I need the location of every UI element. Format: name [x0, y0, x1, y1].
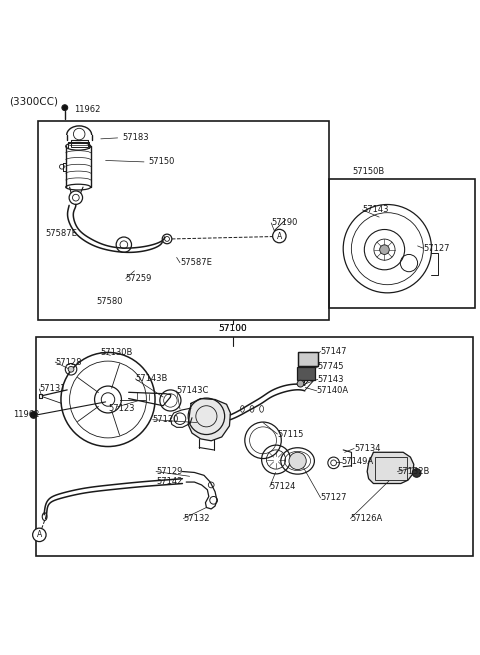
Text: 57190: 57190: [271, 218, 298, 227]
Text: 57143C: 57143C: [177, 386, 209, 396]
Bar: [297, 367, 315, 381]
Bar: [329, 179, 475, 309]
Text: 57150: 57150: [149, 157, 175, 166]
Text: 57115: 57115: [277, 430, 304, 439]
Text: 57130B: 57130B: [101, 348, 133, 357]
Text: A: A: [37, 531, 42, 539]
Polygon shape: [188, 398, 230, 441]
Text: 57140A: 57140A: [317, 386, 349, 396]
Text: 57120: 57120: [153, 415, 179, 424]
Text: 57143: 57143: [318, 375, 344, 384]
Text: 57127: 57127: [321, 493, 347, 502]
Text: (3300CC): (3300CC): [10, 97, 59, 107]
Text: 57129: 57129: [156, 467, 182, 476]
Text: 57259: 57259: [126, 274, 152, 283]
Text: 57587E: 57587E: [46, 229, 77, 238]
Text: 57126A: 57126A: [350, 514, 383, 523]
Text: 57147: 57147: [321, 347, 347, 356]
Text: 57580: 57580: [96, 297, 122, 306]
Circle shape: [412, 468, 421, 477]
Circle shape: [62, 105, 68, 111]
Text: 57143: 57143: [362, 206, 389, 214]
Text: 57745: 57745: [318, 362, 344, 371]
Text: 11962: 11962: [74, 105, 101, 113]
Text: 57587E: 57587E: [180, 258, 212, 267]
Circle shape: [289, 453, 306, 470]
Bar: [71, 143, 88, 147]
Text: 57183: 57183: [122, 134, 149, 142]
Bar: [375, 457, 407, 479]
Text: 57127: 57127: [423, 244, 450, 253]
Text: A: A: [277, 232, 282, 240]
Text: 57100: 57100: [218, 324, 247, 333]
Text: 57143B: 57143B: [135, 375, 168, 383]
Text: 57132B: 57132B: [397, 467, 430, 476]
Circle shape: [68, 366, 74, 372]
Text: 57149A: 57149A: [342, 457, 374, 466]
Text: 57142: 57142: [156, 477, 182, 485]
Bar: [36, 337, 473, 555]
Polygon shape: [367, 453, 414, 483]
Text: 57100: 57100: [218, 324, 247, 333]
Text: 57123: 57123: [108, 403, 134, 413]
Text: 57131: 57131: [39, 384, 66, 394]
Circle shape: [33, 528, 46, 542]
Bar: [298, 352, 318, 366]
Text: 11962: 11962: [13, 411, 40, 419]
Circle shape: [380, 245, 389, 254]
Text: 57134: 57134: [354, 444, 381, 453]
Text: 57124: 57124: [270, 482, 296, 491]
Circle shape: [30, 411, 37, 419]
Bar: [38, 121, 329, 320]
Circle shape: [297, 381, 304, 387]
Text: 57132: 57132: [183, 514, 210, 523]
Text: 57128: 57128: [55, 358, 82, 367]
Text: 57150B: 57150B: [353, 167, 385, 176]
Bar: [298, 352, 318, 366]
Circle shape: [273, 229, 286, 243]
